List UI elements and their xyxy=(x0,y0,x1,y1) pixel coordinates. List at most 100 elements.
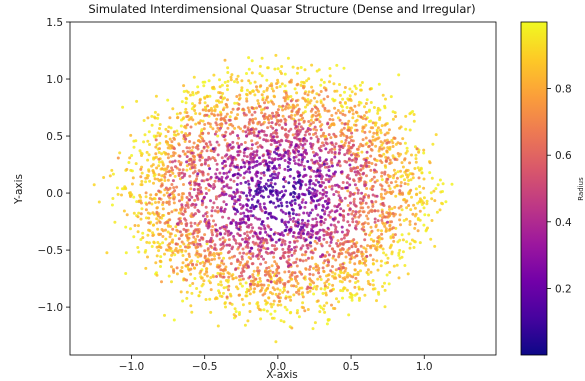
scatter-point xyxy=(271,189,275,193)
scatter-point xyxy=(310,229,313,233)
scatter-point xyxy=(350,153,353,157)
scatter-point xyxy=(357,114,360,118)
scatter-point xyxy=(318,120,322,124)
scatter-point xyxy=(391,226,395,230)
scatter-point xyxy=(270,305,274,309)
scatter-point xyxy=(116,156,120,160)
scatter-point xyxy=(185,111,189,115)
scatter-point xyxy=(265,86,269,90)
scatter-point xyxy=(348,279,352,283)
scatter-point xyxy=(125,167,129,171)
scatter-point xyxy=(337,252,341,256)
scatter-point xyxy=(370,188,374,192)
scatter-point xyxy=(216,126,220,130)
scatter-point xyxy=(327,273,331,277)
scatter-point xyxy=(306,219,310,223)
scatter-point xyxy=(191,102,194,106)
scatter-point xyxy=(413,206,417,210)
scatter-point xyxy=(168,173,172,177)
scatter-point xyxy=(236,172,240,176)
scatter-point xyxy=(239,243,242,247)
scatter-point xyxy=(154,201,157,204)
scatter-point xyxy=(260,111,264,115)
scatter-point xyxy=(371,121,375,125)
scatter-point xyxy=(358,296,361,300)
scatter-point xyxy=(177,237,181,241)
scatter-point xyxy=(345,151,349,155)
scatter-point xyxy=(390,207,394,211)
scatter-point xyxy=(280,65,284,68)
scatter-point xyxy=(231,173,235,177)
scatter-point xyxy=(162,193,166,197)
scatter-point xyxy=(278,143,282,147)
scatter-point xyxy=(311,113,315,117)
scatter-point xyxy=(237,102,241,106)
scatter-point xyxy=(214,130,218,134)
scatter-point xyxy=(270,121,274,125)
scatter-point xyxy=(151,223,155,227)
scatter-point xyxy=(416,217,420,220)
scatter-point xyxy=(289,263,293,267)
scatter-point xyxy=(327,213,331,217)
scatter-point xyxy=(298,286,302,290)
scatter-point xyxy=(289,127,293,131)
scatter-point xyxy=(296,180,300,184)
scatter-point xyxy=(386,146,390,150)
scatter-point xyxy=(146,255,149,259)
scatter-point xyxy=(333,204,337,208)
scatter-point xyxy=(404,200,408,204)
scatter-point xyxy=(250,59,254,63)
scatter-point xyxy=(303,193,307,197)
scatter-point xyxy=(426,226,429,230)
scatter-point xyxy=(301,226,305,230)
scatter-point xyxy=(205,240,209,243)
scatter-point xyxy=(254,117,257,121)
scatter-point xyxy=(327,282,331,286)
scatter-point xyxy=(129,195,132,198)
scatter-point xyxy=(397,154,401,158)
scatter-point xyxy=(393,157,397,161)
scatter-point xyxy=(326,286,330,289)
scatter-point xyxy=(363,130,367,134)
scatter-point xyxy=(310,63,314,67)
scatter-point xyxy=(185,296,189,300)
scatter-point xyxy=(288,275,292,279)
scatter-point xyxy=(204,192,208,195)
scatter-point xyxy=(266,270,270,274)
scatter-point xyxy=(360,191,364,195)
scatter-point xyxy=(405,217,408,221)
scatter-point xyxy=(275,141,279,144)
scatter-point xyxy=(154,261,158,265)
scatter-point xyxy=(257,102,260,105)
scatter-point xyxy=(332,132,336,136)
scatter-point xyxy=(218,291,221,295)
scatter-point xyxy=(267,283,271,287)
scatter-point xyxy=(351,275,355,279)
scatter-point xyxy=(254,241,258,245)
scatter-point xyxy=(365,214,369,218)
colorbar-ticks: 0.20.40.60.8 xyxy=(547,84,572,295)
scatter-point xyxy=(379,131,383,135)
scatter-point xyxy=(188,140,192,143)
scatter-point xyxy=(111,172,115,176)
scatter-point xyxy=(335,205,339,209)
scatter-point xyxy=(229,221,233,224)
scatter-point xyxy=(154,193,158,197)
scatter-point xyxy=(144,195,148,199)
scatter-point xyxy=(334,228,338,231)
scatter-point xyxy=(245,208,249,212)
scatter-point xyxy=(270,238,274,242)
scatter-point xyxy=(222,159,226,163)
scatter-point xyxy=(205,242,209,246)
scatter-point xyxy=(154,152,158,156)
scatter-point xyxy=(284,132,288,136)
scatter-point xyxy=(184,101,188,105)
scatter-point xyxy=(143,250,147,254)
scatter-point xyxy=(124,272,128,275)
scatter-point xyxy=(406,272,410,276)
scatter-point xyxy=(291,219,295,223)
scatter-point xyxy=(331,118,335,122)
scatter-point xyxy=(223,58,227,62)
scatter-point xyxy=(316,299,320,303)
scatter-point xyxy=(223,138,227,142)
